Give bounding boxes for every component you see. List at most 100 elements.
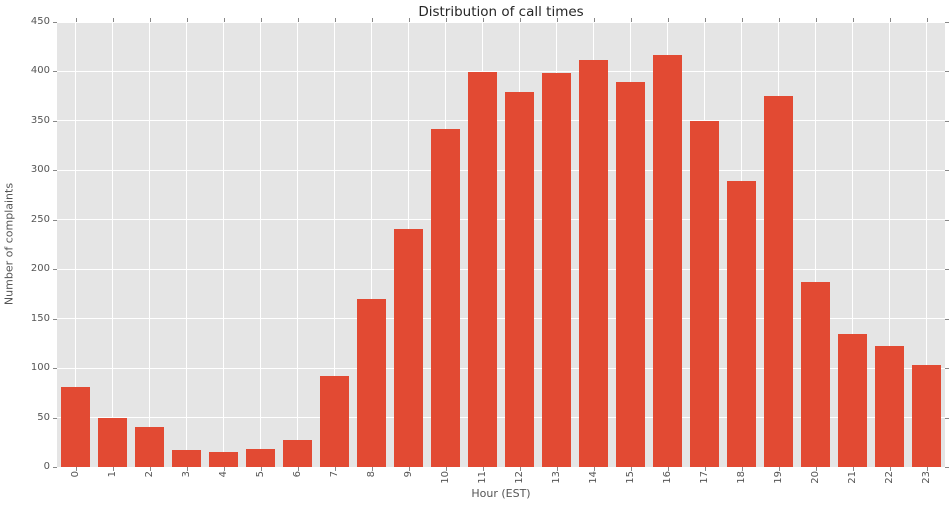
bar (874, 346, 905, 467)
x-tick-mark (371, 18, 373, 22)
bar (504, 92, 535, 467)
bar (356, 298, 387, 467)
y-tick-label: 400 (30, 65, 50, 77)
bar (689, 120, 720, 467)
x-tick-mark (667, 467, 669, 471)
bar (171, 450, 202, 467)
y-tick-label: 250 (30, 213, 50, 225)
v-gridline (112, 22, 113, 467)
y-tick-mark (945, 120, 949, 122)
x-tick-mark (519, 18, 521, 22)
h-gridline (57, 169, 945, 171)
y-axis-label: Number of complaints (2, 182, 16, 306)
x-tick-mark (519, 467, 521, 471)
y-tick-mark (945, 417, 949, 419)
v-gridline (371, 22, 372, 467)
bar (208, 452, 239, 467)
x-tick-mark (297, 18, 299, 22)
h-gridline (57, 367, 945, 369)
x-tick-mark (260, 18, 262, 22)
y-tick-mark (53, 417, 57, 419)
bar (615, 82, 646, 467)
x-tick-mark (223, 18, 225, 22)
x-tick-mark (334, 18, 336, 22)
y-tick-label: 100 (30, 362, 50, 374)
h-gridline (57, 219, 945, 221)
bar (726, 181, 757, 467)
x-tick-mark (556, 467, 558, 471)
y-tick-label: 350 (30, 114, 50, 126)
v-gridline (815, 22, 816, 467)
h-gridline (57, 466, 945, 467)
y-tick-mark (945, 318, 949, 320)
bar (393, 228, 424, 467)
x-tick-mark (889, 18, 891, 22)
y-tick-label: 0 (43, 461, 50, 472)
x-tick-mark (445, 18, 447, 22)
x-tick-mark (667, 18, 669, 22)
y-tick-mark (53, 22, 57, 23)
x-tick-mark (778, 18, 780, 22)
bar (282, 440, 313, 467)
x-tick-mark (334, 467, 336, 471)
bar (911, 365, 942, 467)
x-tick-mark (852, 18, 854, 22)
y-tick-label: 200 (30, 263, 50, 275)
h-gridline (57, 417, 945, 419)
h-gridline (57, 318, 945, 320)
y-tick-mark (53, 318, 57, 320)
bar (467, 72, 498, 467)
y-tick-mark (53, 120, 57, 122)
x-tick-mark (408, 467, 410, 471)
x-tick-mark (593, 18, 595, 22)
bar (97, 417, 128, 467)
x-tick-mark (149, 467, 151, 471)
y-tick-label: 50 (37, 411, 50, 423)
x-tick-mark (186, 467, 188, 471)
x-tick-mark (926, 18, 928, 22)
y-tick-mark (53, 467, 57, 468)
x-tick-mark (778, 467, 780, 471)
y-tick-mark (945, 219, 949, 221)
bar (652, 54, 683, 467)
x-tick-mark (149, 18, 151, 22)
v-gridline (926, 22, 927, 467)
x-tick-mark (741, 467, 743, 471)
x-tick-mark (297, 467, 299, 471)
y-tick-mark (53, 269, 57, 271)
x-tick-mark (630, 18, 632, 22)
h-gridline (57, 70, 945, 72)
x-tick-mark (593, 467, 595, 471)
y-tick-mark (53, 71, 57, 73)
x-tick-mark (408, 18, 410, 22)
x-axis-label: Hour (EST) (471, 487, 531, 500)
x-tick-mark (556, 18, 558, 22)
bar (837, 333, 868, 467)
v-gridline (889, 22, 890, 467)
bar (319, 376, 350, 467)
x-tick-mark (260, 467, 262, 471)
bar (541, 73, 572, 467)
x-tick-mark (741, 18, 743, 22)
x-tick-mark (371, 467, 373, 471)
x-tick-mark (223, 467, 225, 471)
bar (60, 386, 91, 467)
h-gridline (57, 22, 945, 23)
plot-area (57, 22, 945, 467)
v-gridline (75, 22, 76, 467)
x-tick-mark (112, 467, 114, 471)
y-tick-label: 300 (30, 164, 50, 176)
v-gridline (297, 22, 298, 467)
x-tick-mark (704, 18, 706, 22)
y-tick-mark (53, 368, 57, 370)
h-gridline (57, 120, 945, 122)
x-tick-mark (852, 467, 854, 471)
bar (578, 59, 609, 467)
chart-title: Distribution of call times (418, 4, 584, 20)
x-tick-mark (704, 467, 706, 471)
bar (245, 449, 276, 467)
v-gridline (852, 22, 853, 467)
x-tick-mark (482, 467, 484, 471)
x-tick-mark (815, 18, 817, 22)
v-gridline (223, 22, 224, 467)
